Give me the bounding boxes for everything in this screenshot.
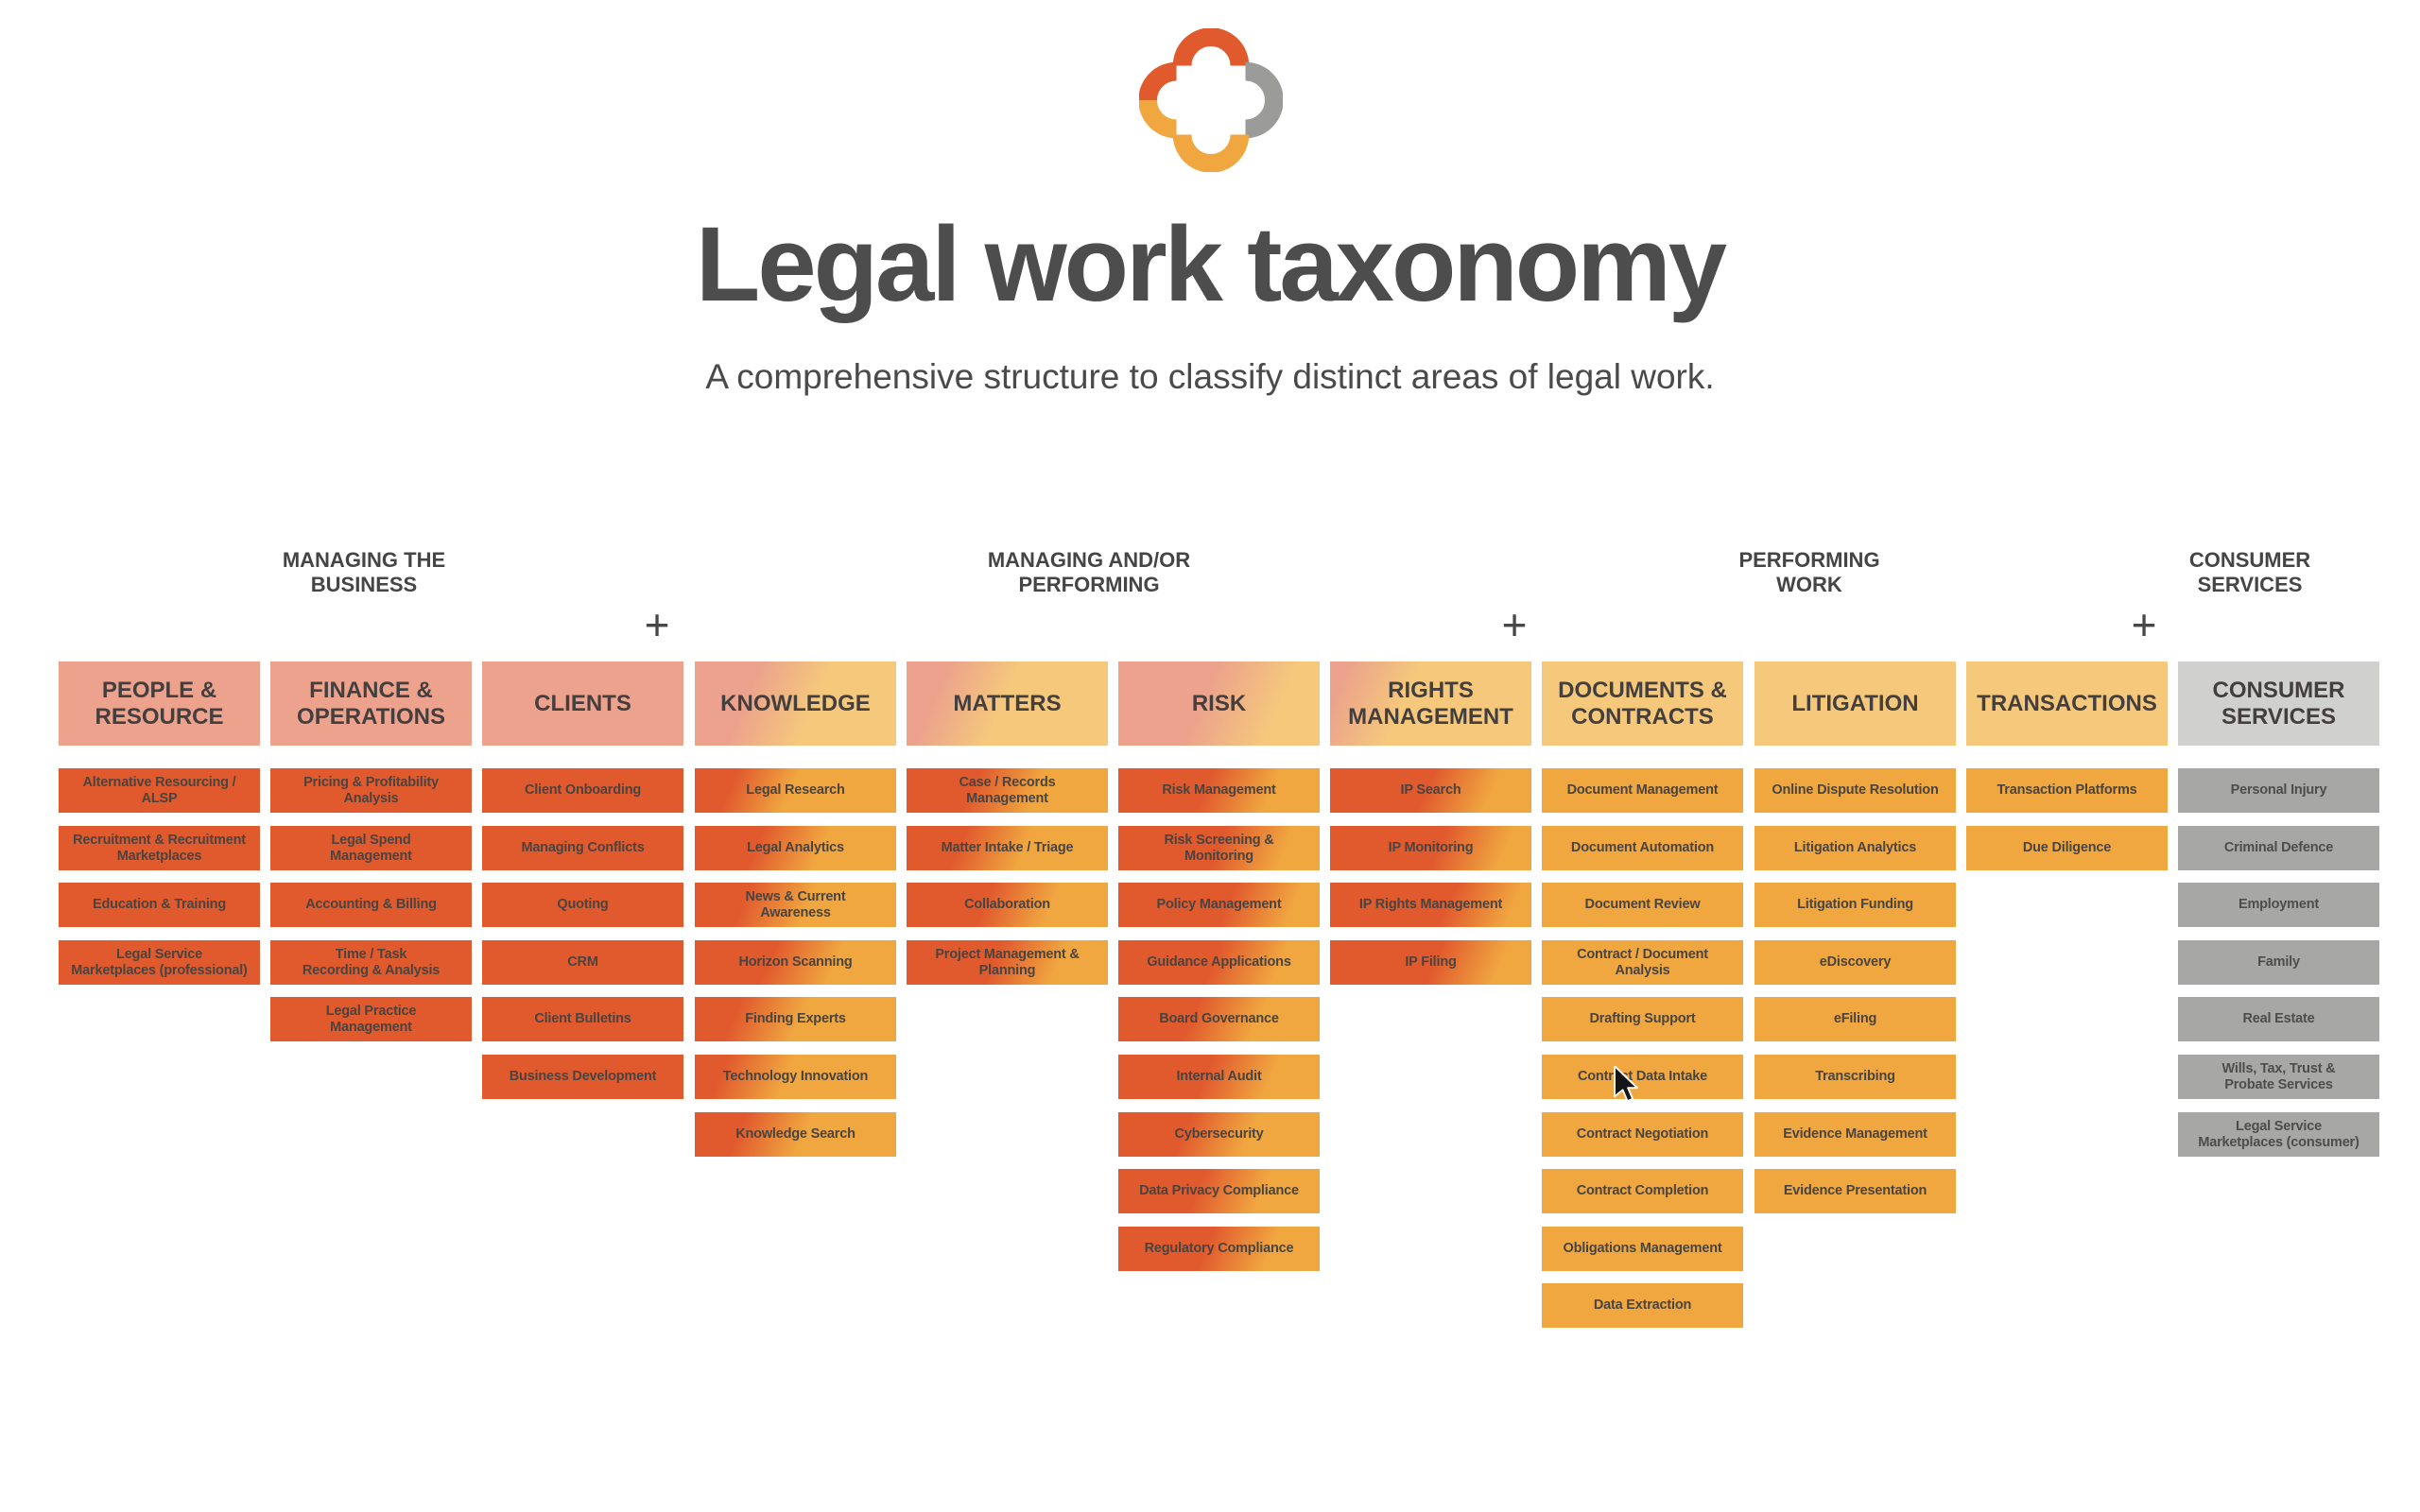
column-header-risk: RISK xyxy=(1118,662,1320,746)
taxonomy-cell: Legal Analytics xyxy=(695,826,896,870)
taxonomy-cell: Legal Spend Management xyxy=(270,826,472,870)
taxonomy-cell: Education & Training xyxy=(59,883,260,927)
taxonomy-cell: eDiscovery xyxy=(1754,940,1956,985)
taxonomy-cell: News & Current Awareness xyxy=(695,883,896,927)
taxonomy-cell: Horizon Scanning xyxy=(695,940,896,985)
taxonomy-cell: Risk Management xyxy=(1118,768,1320,813)
group-label-performing-work: PERFORMING WORK xyxy=(1738,548,1880,596)
taxonomy-cell: Knowledge Search xyxy=(695,1112,896,1157)
taxonomy-cell: Regulatory Compliance xyxy=(1118,1227,1320,1271)
taxonomy-cell: Time / Task Recording & Analysis xyxy=(270,940,472,985)
taxonomy-cell: Drafting Support xyxy=(1542,997,1743,1041)
taxonomy-cell: Alternative Resourcing / ALSP xyxy=(59,768,260,813)
plus-separator-2: + xyxy=(1501,600,1528,649)
four-petal-logo-icon xyxy=(1139,28,1283,172)
taxonomy-cell: Due Diligence xyxy=(1966,826,2168,870)
taxonomy-cell: Evidence Management xyxy=(1754,1112,1956,1157)
taxonomy-cell: Criminal Defence xyxy=(2178,826,2379,870)
taxonomy-cell: Pricing & Profitability Analysis xyxy=(270,768,472,813)
taxonomy-cell: IP Monitoring xyxy=(1330,826,1531,870)
taxonomy-cell: Internal Audit xyxy=(1118,1055,1320,1099)
taxonomy-cell: Personal Injury xyxy=(2178,768,2379,813)
taxonomy-cell: Data Privacy Compliance xyxy=(1118,1169,1320,1213)
column-header-litigation: LITIGATION xyxy=(1754,662,1956,746)
taxonomy-cell: Risk Screening & Monitoring xyxy=(1118,826,1320,870)
column-header-documents-contracts: DOCUMENTS & CONTRACTS xyxy=(1542,662,1743,746)
taxonomy-cell: Accounting & Billing xyxy=(270,883,472,927)
plus-separator-3: + xyxy=(2131,600,2157,649)
taxonomy-cell: Document Management xyxy=(1542,768,1743,813)
column-header-matters: MATTERS xyxy=(907,662,1108,746)
taxonomy-cell: Employment xyxy=(2178,883,2379,927)
taxonomy-cell: Board Governance xyxy=(1118,997,1320,1041)
mouse-cursor-icon xyxy=(1614,1066,1638,1103)
taxonomy-cell: Obligations Management xyxy=(1542,1227,1743,1271)
taxonomy-cell: Transaction Platforms xyxy=(1966,768,2168,813)
taxonomy-cell: Recruitment & Recruitment Marketplaces xyxy=(59,826,260,870)
taxonomy-cell: Real Estate xyxy=(2178,997,2379,1041)
group-label-managing-and-performing: MANAGING AND/OR PERFORMING xyxy=(987,548,1191,596)
taxonomy-cell: Contract / Document Analysis xyxy=(1542,940,1743,985)
taxonomy-cell: Legal Research xyxy=(695,768,896,813)
taxonomy-cell: Family xyxy=(2178,940,2379,985)
taxonomy-cell: Contract Negotiation xyxy=(1542,1112,1743,1157)
taxonomy-cell: Business Development xyxy=(482,1055,683,1099)
taxonomy-cell: Quoting xyxy=(482,883,683,927)
page-subtitle: A comprehensive structure to classify di… xyxy=(705,357,1715,396)
taxonomy-cell: Project Management & Planning xyxy=(907,940,1108,985)
taxonomy-cell: CRM xyxy=(482,940,683,985)
taxonomy-cell: Finding Experts xyxy=(695,997,896,1041)
taxonomy-cell: Contract Completion xyxy=(1542,1169,1743,1213)
taxonomy-cell: IP Filing xyxy=(1330,940,1531,985)
taxonomy-cell: Client Bulletins xyxy=(482,997,683,1041)
taxonomy-cell: Policy Management xyxy=(1118,883,1320,927)
taxonomy-cell: Document Review xyxy=(1542,883,1743,927)
group-label-managing-the-business: MANAGING THE BUSINESS xyxy=(282,548,446,596)
column-header-transactions: TRANSACTIONS xyxy=(1966,662,2168,746)
taxonomy-cell: Contract Data Intake xyxy=(1542,1055,1743,1099)
taxonomy-cell: Online Dispute Resolution xyxy=(1754,768,1956,813)
taxonomy-cell: eFiling xyxy=(1754,997,1956,1041)
taxonomy-cell: IP Rights Management xyxy=(1330,883,1531,927)
plus-separator-1: + xyxy=(644,600,670,649)
taxonomy-cell: Case / Records Management xyxy=(907,768,1108,813)
taxonomy-cell: Data Extraction xyxy=(1542,1283,1743,1328)
taxonomy-cell: Client Onboarding xyxy=(482,768,683,813)
column-header-knowledge: KNOWLEDGE xyxy=(695,662,896,746)
taxonomy-cell: Transcribing xyxy=(1754,1055,1956,1099)
taxonomy-cell: Wills, Tax, Trust & Probate Services xyxy=(2178,1055,2379,1099)
taxonomy-cell: Evidence Presentation xyxy=(1754,1169,1956,1213)
taxonomy-cell: Legal Practice Management xyxy=(270,997,472,1041)
taxonomy-cell: Matter Intake / Triage xyxy=(907,826,1108,870)
taxonomy-cell: Legal Service Marketplaces (professional… xyxy=(59,940,260,985)
group-label-consumer-services: CONSUMER SERVICES xyxy=(2188,548,2311,596)
taxonomy-cell: Cybersecurity xyxy=(1118,1112,1320,1157)
column-header-rights-management: RIGHTS MANAGEMENT xyxy=(1330,662,1531,746)
taxonomy-cell: Legal Service Marketplaces (consumer) xyxy=(2178,1112,2379,1157)
column-header-people-resource: PEOPLE & RESOURCE xyxy=(59,662,260,746)
taxonomy-cell: Technology Innovation xyxy=(695,1055,896,1099)
taxonomy-cell: Litigation Funding xyxy=(1754,883,1956,927)
taxonomy-cell: Collaboration xyxy=(907,883,1108,927)
taxonomy-cell: IP Search xyxy=(1330,768,1531,813)
page-title: Legal work taxonomy xyxy=(695,205,1727,323)
taxonomy-cell: Managing Conflicts xyxy=(482,826,683,870)
column-header-clients: CLIENTS xyxy=(482,662,683,746)
column-header-finance-operations: FINANCE & OPERATIONS xyxy=(270,662,472,746)
column-header-consumer-services: CONSUMER SERVICES xyxy=(2178,662,2379,746)
taxonomy-grid: PEOPLE & RESOURCE Alternative Resourcing … xyxy=(0,662,2420,1342)
taxonomy-cell: Guidance Applications xyxy=(1118,940,1320,985)
taxonomy-cell: Litigation Analytics xyxy=(1754,826,1956,870)
taxonomy-cell: Document Automation xyxy=(1542,826,1743,870)
